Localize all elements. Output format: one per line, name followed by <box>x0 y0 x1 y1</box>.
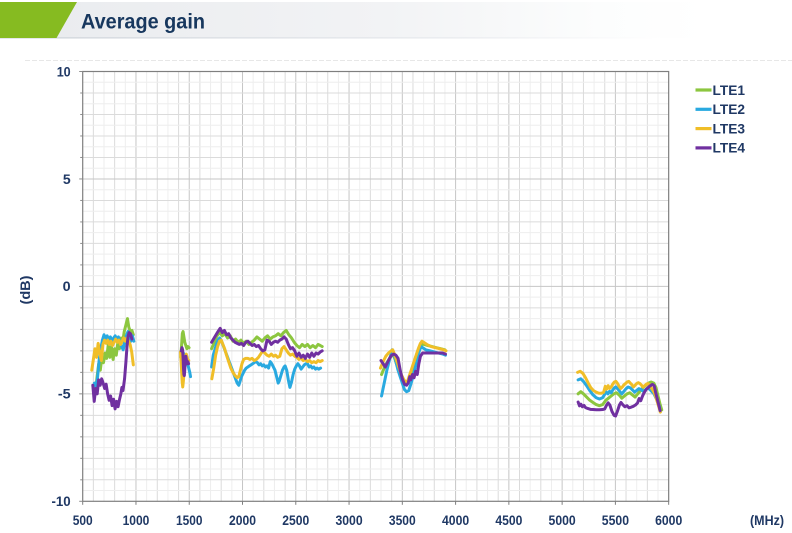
svg-text:Average gain: Average gain <box>81 11 205 34</box>
svg-text:LTE4: LTE4 <box>713 140 746 156</box>
svg-text:1500: 1500 <box>176 512 203 528</box>
svg-text:500: 500 <box>73 512 93 528</box>
svg-text:0: 0 <box>63 278 71 294</box>
svg-text:4000: 4000 <box>442 512 469 528</box>
svg-text:2500: 2500 <box>282 512 309 528</box>
svg-text:-10: -10 <box>52 493 71 509</box>
svg-text:6000: 6000 <box>655 512 682 528</box>
svg-text:5000: 5000 <box>549 512 576 528</box>
svg-text:LTE3: LTE3 <box>713 120 746 136</box>
svg-text:LTE2: LTE2 <box>713 101 746 117</box>
svg-text:LTE1: LTE1 <box>713 82 746 98</box>
svg-text:3000: 3000 <box>335 512 362 528</box>
svg-text:5500: 5500 <box>602 512 629 528</box>
svg-text:3500: 3500 <box>389 512 416 528</box>
svg-text:10: 10 <box>57 63 71 79</box>
svg-text:(dB): (dB) <box>17 276 33 305</box>
svg-text:4500: 4500 <box>495 512 522 528</box>
svg-text:1000: 1000 <box>123 512 150 528</box>
svg-text:-5: -5 <box>58 386 71 402</box>
svg-text:5: 5 <box>63 171 71 187</box>
svg-text:(MHz): (MHz) <box>750 512 784 528</box>
svg-text:2000: 2000 <box>229 512 256 528</box>
